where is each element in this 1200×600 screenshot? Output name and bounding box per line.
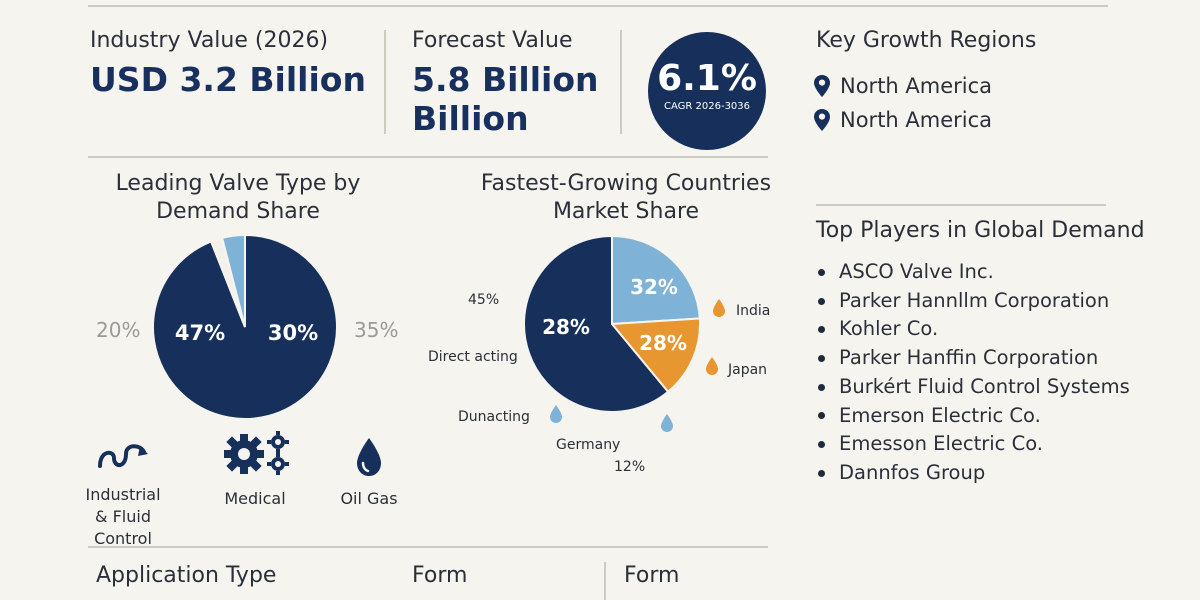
pie-inner-label: 47% — [175, 321, 225, 345]
germany-drop-icon — [661, 414, 673, 432]
pie-slice-0 — [611, 234, 701, 326]
map-pin-icon — [814, 109, 830, 131]
right-divider — [816, 204, 1106, 206]
cagr-badge: 6.1% CAGR 2026-3036 — [648, 32, 766, 150]
slice-label: 28% — [542, 315, 590, 339]
annotation-12: 12% — [614, 459, 646, 475]
valve-type-pie-chart: 47% 30% — [152, 233, 338, 420]
bullet-icon — [818, 354, 825, 362]
stats-divider — [88, 156, 768, 158]
player-name: Burkért Fluid Control Systems — [839, 374, 1130, 398]
player-name: Emerson Electric Co. — [839, 403, 1041, 427]
pipe-flow-icon — [98, 444, 148, 468]
countries-pie-slices — [523, 234, 701, 413]
countries-chart-title-line1: Fastest-Growing Countries — [480, 171, 772, 196]
countries-pie-chart: 32% 28% 28% — [523, 234, 701, 413]
forecast-value-label: Forecast Value — [412, 28, 573, 53]
india-drop-icon — [713, 299, 725, 317]
player-name: Parker Hanffin Corporation — [839, 346, 1099, 370]
player-name: Dannfos Group — [839, 460, 986, 484]
bullet-icon — [818, 412, 825, 420]
bullet-icon — [818, 326, 825, 334]
valve-chart-title-line1: Leading Valve Type by — [115, 171, 361, 196]
gears-icon — [224, 431, 289, 475]
industrial-icon-label: Industrial & Fluid Control — [68, 484, 178, 550]
annotation-direct-acting: Direct acting — [428, 349, 518, 365]
bottom-divider — [88, 546, 768, 548]
pie-outer-label: 35% — [354, 318, 399, 342]
region-label: North America — [840, 74, 993, 98]
players-title: Top Players in Global Demand — [816, 218, 1145, 243]
pie-slice-2 — [523, 234, 670, 413]
industrial-label-line1: Industrial — [85, 485, 161, 504]
players-list: ASCO Valve Inc. Parker Hannllm Corporati… — [818, 258, 1130, 488]
regions-title: Key Growth Regions — [816, 28, 1037, 53]
form-title: Form — [624, 563, 680, 588]
japan-drop-icon — [706, 357, 718, 375]
slice-label: 28% — [639, 331, 687, 355]
valve-pie-slices — [152, 233, 338, 420]
dunacting-drop-icon — [550, 405, 562, 423]
valve-chart-title: Leading Valve Type by Demand Share — [88, 170, 388, 226]
annotation-dunacting: Dunacting — [458, 409, 530, 425]
region-item: North America — [814, 108, 992, 132]
player-name: Parker Hannllm Corporation — [839, 288, 1110, 312]
pie-slice-1 — [609, 317, 701, 394]
annotation-germany: Germany — [556, 437, 621, 453]
list-item: ASCO Valve Inc. — [818, 258, 1130, 287]
list-item: Parker Hannllm Corporation — [818, 287, 1130, 316]
bullet-icon — [818, 441, 825, 449]
player-name: ASCO Valve Inc. — [839, 260, 994, 283]
bullet-icon — [818, 469, 825, 477]
pie-slice-2 — [220, 233, 246, 328]
bullet-icon — [818, 268, 825, 276]
industry-value: USD 3.2 Billion — [90, 60, 366, 99]
oilgas-icon-label: Oil Gas — [340, 489, 398, 508]
list-item: Emerson Electric Co. — [818, 402, 1130, 431]
annotation-india: India — [736, 303, 771, 319]
industrial-label-line2: & Fluid Control — [94, 507, 152, 548]
region-item: North America — [814, 74, 992, 98]
cagr-value: 6.1% — [657, 58, 757, 99]
list-item: Kohler Co. — [818, 315, 1130, 344]
stats-separator-2 — [620, 30, 622, 134]
annotation-japan: Japan — [728, 362, 768, 378]
map-pin-icon — [814, 75, 830, 97]
top-divider — [88, 5, 1108, 7]
forecast-value-line1: 5.8 Billion — [412, 60, 599, 99]
pie-outer-label: 20% — [96, 318, 141, 342]
stats-separator-1 — [384, 30, 386, 134]
slice-label: 32% — [630, 275, 678, 299]
forecast-value-line2: Billion — [412, 99, 529, 138]
list-item: Burkért Fluid Control Systems — [818, 373, 1130, 402]
countries-chart-title: Fastest-Growing Countries Market Share — [466, 170, 786, 226]
valve-chart-title-line2: Demand Share — [156, 199, 320, 224]
industry-value-label: Industry Value (2026) — [90, 28, 329, 53]
annotation-45: 45% — [468, 292, 500, 308]
application-type-title: Application Type — [96, 563, 277, 588]
bullet-icon — [818, 297, 825, 305]
bullet-icon — [818, 383, 825, 391]
form-title: Form — [412, 563, 468, 588]
bottom-separator — [604, 562, 606, 600]
list-item: Dannfos Group — [818, 459, 1130, 488]
countries-chart-title-line2: Market Share — [552, 199, 700, 224]
player-name: Kohler Co. — [839, 317, 939, 341]
cagr-label: CAGR 2026-3036 — [663, 101, 751, 112]
medical-icon-label: Medical — [224, 489, 286, 508]
list-item: Emesson Electric Co. — [818, 430, 1130, 459]
oil-drop-icon — [357, 438, 381, 476]
pie-inner-label: 30% — [268, 321, 318, 345]
list-item: Parker Hanffin Corporation — [818, 344, 1130, 373]
region-label: North America — [840, 108, 993, 132]
player-name: Emesson Electric Co. — [839, 432, 1043, 456]
